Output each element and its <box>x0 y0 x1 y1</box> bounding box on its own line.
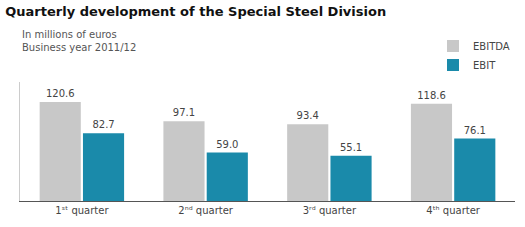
svg-text:55.1: 55.1 <box>340 142 362 153</box>
svg-text:Quarterly development of the S: Quarterly development of the Special Ste… <box>5 4 386 19</box>
svg-text:In millions of eurosBusiness y: In millions of eurosBusiness year 2011/1… <box>22 29 136 53</box>
svg-text:59.0: 59.0 <box>216 139 238 150</box>
svg-text:EBITDA: EBITDA <box>473 41 510 52</box>
svg-text:EBIT: EBIT <box>473 60 496 71</box>
svg-text:118.6: 118.6 <box>417 90 446 101</box>
svg-text:82.7: 82.7 <box>92 119 114 130</box>
svg-text:120.6: 120.6 <box>46 88 75 99</box>
svg-text:97.1: 97.1 <box>173 107 195 118</box>
svg-text:3ʳᵈ quarter: 3ʳᵈ quarter <box>303 205 357 216</box>
svg-text:93.4: 93.4 <box>297 110 319 121</box>
svg-text:76.1: 76.1 <box>464 125 486 136</box>
svg-text:4ᵗʰ quarter: 4ᵗʰ quarter <box>426 205 481 216</box>
svg-text:1ˢᵗ quarter: 1ˢᵗ quarter <box>55 205 109 216</box>
svg-text:2ⁿᵈ quarter: 2ⁿᵈ quarter <box>178 205 234 216</box>
